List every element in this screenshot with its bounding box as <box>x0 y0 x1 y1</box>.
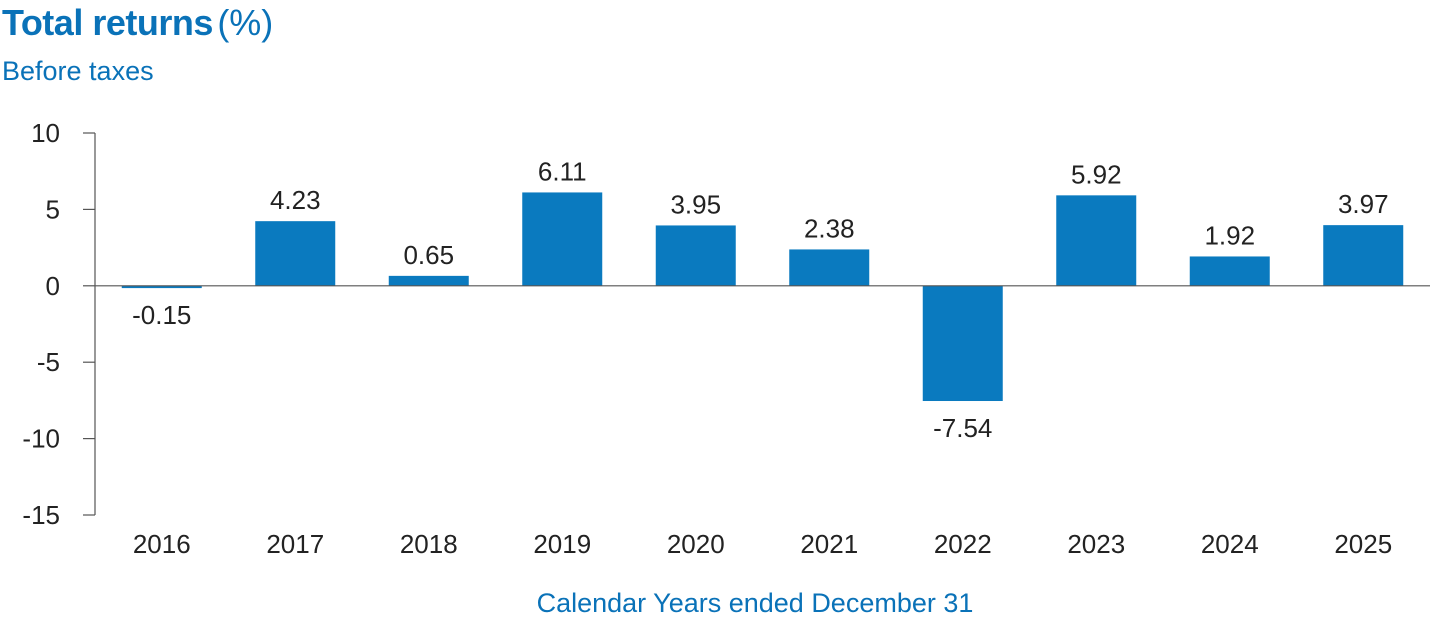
data-label-2021: 2.38 <box>804 213 855 243</box>
x-tick-label-2016: 2016 <box>133 529 191 559</box>
x-tick-label-2022: 2022 <box>934 529 992 559</box>
y-tick-label: 10 <box>31 118 60 148</box>
data-label-2017: 4.23 <box>270 185 321 215</box>
bar-2021 <box>789 249 870 286</box>
x-tick-label-2020: 2020 <box>667 529 725 559</box>
x-tick-label-2025: 2025 <box>1334 529 1392 559</box>
chart-title-unit: (%) <box>217 2 274 43</box>
data-label-2018: 0.65 <box>403 240 454 270</box>
y-tick-label: 0 <box>46 271 60 301</box>
bar-2018 <box>388 275 469 286</box>
y-tick-label: 5 <box>46 194 60 224</box>
data-label-2019: 6.11 <box>538 156 587 186</box>
data-label-2025: 3.97 <box>1338 189 1389 219</box>
x-tick-label-2024: 2024 <box>1201 529 1259 559</box>
bar-2024 <box>1189 256 1270 286</box>
x-tick-label-2019: 2019 <box>533 529 591 559</box>
x-tick-label-2017: 2017 <box>266 529 324 559</box>
data-label-2023: 5.92 <box>1071 159 1122 189</box>
data-label-2020: 3.95 <box>670 189 721 219</box>
bar-2019 <box>522 192 603 286</box>
data-label-2016: -0.15 <box>132 300 191 330</box>
chart-title: Total returns (%) <box>2 2 273 44</box>
bar-2020 <box>655 225 736 286</box>
y-tick-label: -15 <box>22 500 60 530</box>
chart-title-text: Total returns <box>2 2 213 43</box>
x-tick-label-2023: 2023 <box>1067 529 1125 559</box>
y-tick-label: -10 <box>22 424 60 454</box>
x-tick-label-2021: 2021 <box>800 529 858 559</box>
y-tick-label: -5 <box>37 347 60 377</box>
x-tick-label-2018: 2018 <box>400 529 458 559</box>
bar-2016 <box>121 285 202 289</box>
bar-2025 <box>1323 225 1404 286</box>
data-label-2024: 1.92 <box>1204 220 1255 250</box>
x-axis-label: Calendar Years ended December 31 <box>536 588 974 618</box>
data-label-2022: -7.54 <box>933 413 992 443</box>
bar-2017 <box>255 221 336 286</box>
bar-2022 <box>922 285 1003 402</box>
chart-subtitle: Before taxes <box>2 56 154 86</box>
bar-2023 <box>1056 195 1137 286</box>
